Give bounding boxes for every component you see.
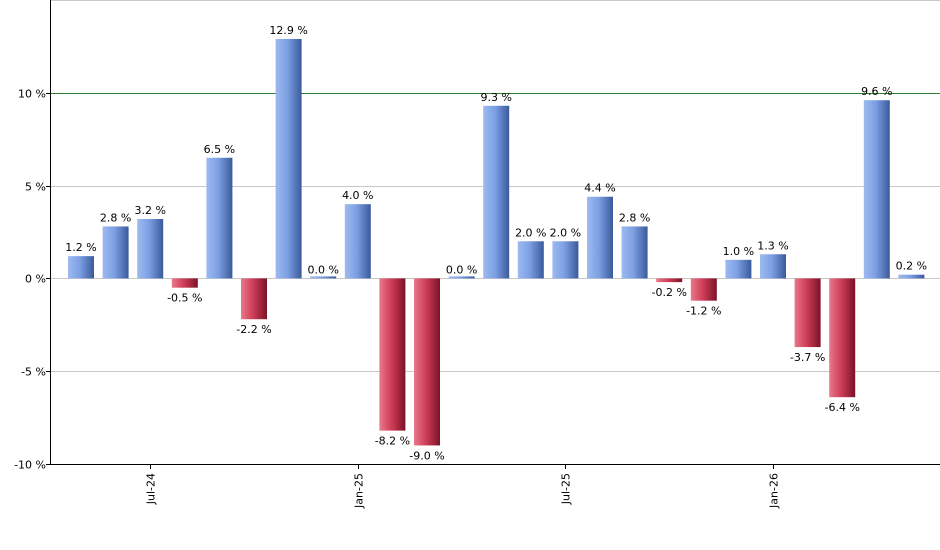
- bars: [68, 38, 925, 446]
- x-tick-label: Jan-26: [768, 473, 781, 509]
- bar-data-label: 1.2 %: [65, 241, 96, 254]
- bar-data-label: 6.5 %: [204, 143, 235, 156]
- bar-positive: [68, 256, 94, 279]
- x-tick-label: Jan-25: [353, 473, 366, 509]
- bar-data-label: 2.8 %: [619, 211, 650, 224]
- y-tick-label: 10 %: [18, 88, 46, 101]
- bar-data-label: -3.7 %: [790, 351, 825, 364]
- bar-negative: [414, 278, 440, 446]
- bar-negative: [690, 278, 717, 301]
- y-tick-label: 5 %: [25, 181, 46, 194]
- bar-data-label: -9.0 %: [409, 449, 444, 462]
- bar-positive: [760, 254, 786, 279]
- bar-data-label: 2.0 %: [550, 226, 581, 239]
- bar-data-label: -2.2 %: [236, 323, 271, 336]
- bar-negative: [794, 278, 821, 348]
- bar-positive: [448, 276, 475, 279]
- bar-data-label: 3.2 %: [134, 204, 165, 217]
- bar-positive: [552, 241, 579, 279]
- bar-negative: [656, 278, 683, 283]
- bar-positive: [725, 259, 752, 279]
- bar-data-label: 4.4 %: [584, 182, 615, 195]
- bar-positive: [137, 219, 164, 279]
- bar-positive: [517, 241, 544, 279]
- y-tick-label: -5 %: [21, 366, 46, 379]
- bar-positive: [102, 226, 129, 279]
- bar-positive: [621, 226, 648, 279]
- bar-data-label: 2.8 %: [100, 211, 131, 224]
- bar-data-label: 0.2 %: [896, 260, 927, 273]
- bar-data-label: 1.3 %: [757, 239, 788, 252]
- bar-data-label: 9.3 %: [480, 91, 511, 104]
- bar-positive: [310, 276, 337, 279]
- bar-data-label: 4.0 %: [342, 189, 373, 202]
- bar-positive: [587, 196, 613, 279]
- x-tick-label: Jul-25: [560, 473, 573, 505]
- bar-data-label: 0.0 %: [307, 263, 338, 276]
- axes: -10 % -5 % 0 % 5 % 10 % Jul-24 Jan-25 Jul-25 Jan…: [14, 0, 940, 509]
- bar-negative: [171, 278, 198, 288]
- y-tick-label: -10 %: [14, 459, 46, 472]
- bar-data-label: -8.2 %: [375, 435, 410, 448]
- grid-lines: [50, 0, 940, 372]
- bar-negative: [829, 278, 856, 398]
- bar-data-label: -1.2 %: [686, 305, 721, 318]
- bar-positive: [344, 204, 371, 279]
- bar-negative: [241, 278, 267, 320]
- bar-data-label: -0.5 %: [167, 292, 202, 305]
- bar-positive: [275, 38, 302, 279]
- bar-data-label: -6.4 %: [824, 401, 859, 414]
- x-tick-label: Jul-24: [145, 473, 158, 505]
- bar-data-label: 1.0 %: [723, 245, 754, 258]
- bar-data-label: 9.6 %: [861, 85, 892, 98]
- bar-positive: [898, 274, 925, 279]
- bar-positive: [206, 157, 233, 279]
- bar-positive: [483, 105, 510, 279]
- bar-data-label: 12.9 %: [269, 24, 307, 37]
- bar-data-label: 0.0 %: [446, 263, 477, 276]
- y-tick-label: 0 %: [25, 273, 46, 286]
- bar-data-label: -0.2 %: [651, 286, 686, 299]
- data-labels: 1.2 %2.8 %3.2 %-0.5 %6.5 %-2.2 %12.9 %0.…: [65, 24, 927, 462]
- bar-negative: [379, 278, 406, 431]
- bar-positive: [863, 100, 890, 279]
- bar-data-label: 2.0 %: [515, 226, 546, 239]
